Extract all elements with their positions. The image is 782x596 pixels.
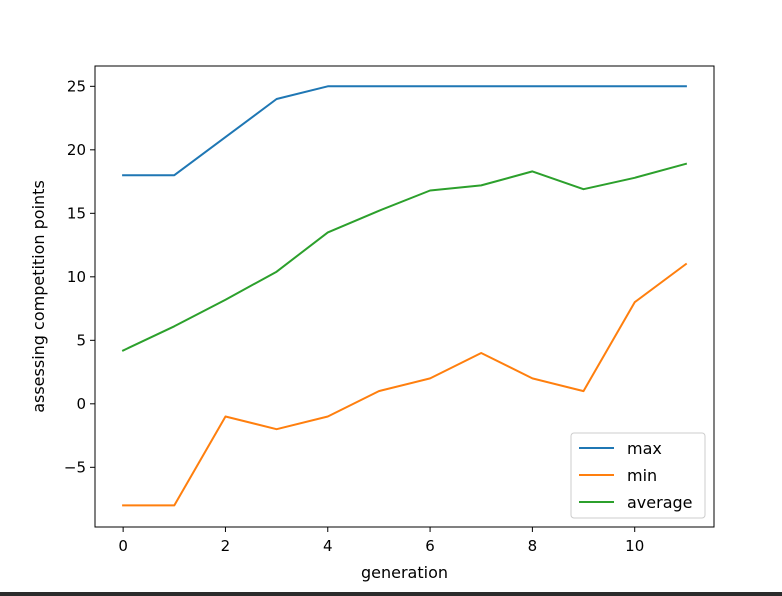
- y-tick-label: 10: [67, 268, 86, 286]
- y-tick-label: 0: [76, 395, 86, 413]
- legend-box: [570, 432, 706, 519]
- legend-label-average: average: [627, 493, 693, 512]
- y-tick-label: 5: [76, 331, 86, 349]
- series-layer: [121, 85, 688, 507]
- x-tick-label: 2: [221, 537, 231, 555]
- x-tick-label: 4: [323, 537, 333, 555]
- y-axis-label: assessing competition points: [29, 180, 48, 413]
- legend-label-max: max: [627, 439, 662, 458]
- window-bottom-edge: [0, 592, 782, 596]
- series-line-min: [122, 262, 688, 507]
- series-line-max: [122, 85, 687, 177]
- x-tick-label: 10: [625, 537, 644, 555]
- y-tick-label: −5: [64, 458, 86, 476]
- x-axis: 0 2 4 6 8 10: [118, 527, 644, 555]
- x-axis-label: generation: [361, 563, 448, 582]
- y-tick-label: 15: [67, 204, 86, 222]
- x-tick-label: 6: [425, 537, 435, 555]
- x-tick-label: 0: [118, 537, 128, 555]
- plot-frame: [94, 65, 715, 528]
- legend: max min average: [570, 432, 706, 519]
- y-tick-label: 20: [67, 141, 86, 159]
- legend-label-min: min: [627, 466, 657, 485]
- y-tick-label: 25: [67, 77, 86, 95]
- x-tick-label: 8: [528, 537, 538, 555]
- series-line-average: [121, 162, 688, 352]
- y-axis: −5 0 5 10 15 20 25: [64, 77, 95, 476]
